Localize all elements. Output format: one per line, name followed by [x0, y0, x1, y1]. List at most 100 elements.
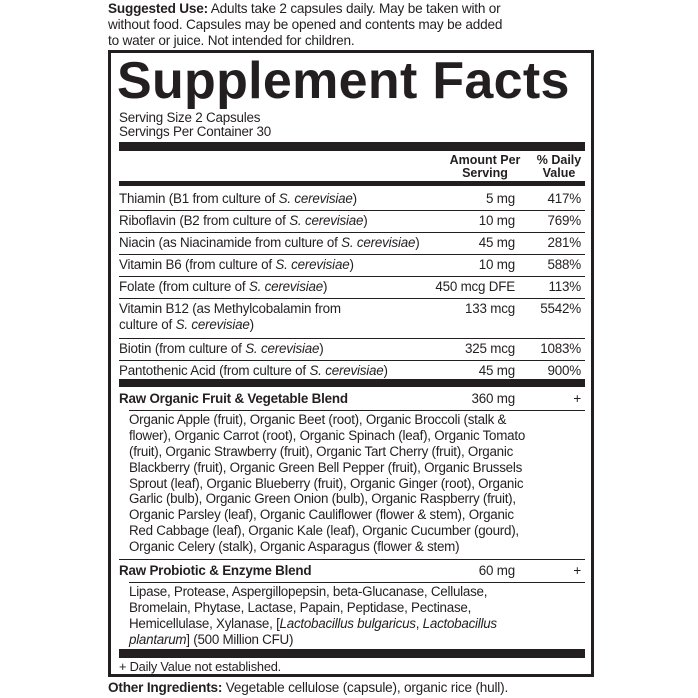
- dv-header-line: % Daily: [536, 153, 582, 167]
- footnote: + Daily Value not established.: [119, 659, 282, 674]
- ingredient-line: (fruit), Organic Strawberry (fruit), Org…: [129, 443, 514, 459]
- nutrient-name: ): [349, 257, 354, 272]
- suggested-use-line: to water or juice. Not intended for chil…: [108, 33, 355, 48]
- nutrient-label: Riboflavin (B2 from culture of S. cerevi…: [119, 213, 368, 229]
- nutrient-amount: 325 mcg: [465, 341, 515, 356]
- divider-thin: [119, 254, 585, 255]
- servings-per-container: Servings Per Container 30: [119, 124, 272, 139]
- ingredient-italic: Lactobacillus: [422, 615, 497, 631]
- blend-amount: 60 mg: [478, 563, 515, 578]
- divider-thick: [119, 649, 585, 658]
- ingredient-text: ] (500 Million CFU): [186, 631, 294, 647]
- nutrient-name: Thiamin (B1 from culture of: [119, 191, 279, 206]
- blend-name: Raw Probiotic & Enzyme Blend: [119, 563, 312, 578]
- nutrient-label: Folate (from culture of S. cerevisiae): [119, 279, 327, 295]
- suggested-use: Suggested Use: Adults take 2 capsules da…: [108, 1, 598, 49]
- nutrient-amount: 5 mg: [486, 191, 515, 206]
- nutrient-amount: 45 mg: [478, 235, 515, 250]
- nutrient-amount: 45 mg: [478, 363, 515, 378]
- dv-header-line: Value: [542, 166, 576, 180]
- nutrient-species: S. cerevisiae: [309, 363, 384, 378]
- divider-thin: [119, 360, 585, 361]
- divider-thin: [129, 582, 585, 583]
- nutrient-label: Vitamin B12 (as Methylcobalamin from cult…: [119, 301, 341, 333]
- nutrient-amount: 10 mg: [478, 213, 515, 228]
- blend-dv: +: [573, 563, 581, 578]
- nutrient-species: S. cerevisiae: [341, 235, 416, 250]
- nutrient-label: Niacin (as Niacinamide from culture of S…: [119, 235, 420, 251]
- nutrient-dv: 113%: [548, 279, 582, 294]
- panel-title: Supplement Facts: [117, 52, 570, 110]
- nutrient-name: Folate (from culture of: [119, 279, 249, 294]
- ingredient-line: Bromelain, Phytase, Lactase, Papain, Pep…: [129, 599, 472, 615]
- nutrient-name: ): [249, 317, 254, 332]
- nutrient-species: S. cerevisiae: [175, 317, 250, 332]
- ingredient-text: Hemicellulase, Xylanase, [: [129, 615, 280, 631]
- ingredient-italic: plantarum: [129, 631, 187, 647]
- amount-header: Amount Per Serving: [445, 154, 525, 180]
- ingredient-line: plantarum] (500 Million CFU): [129, 632, 497, 648]
- divider-thin: [119, 210, 585, 211]
- nutrient-name: Vitamin B6 (from culture of: [119, 257, 276, 272]
- amount-header-line: Serving: [462, 166, 508, 180]
- nutrient-species: S. cerevisiae: [248, 279, 323, 294]
- fruit-veg-ingredients: Organic Apple (fruit), Organic Beet (roo…: [129, 412, 525, 555]
- nutrient-amount: 133 mcg: [465, 301, 515, 316]
- nutrient-label: Pantothenic Acid (from culture of S. cer…: [119, 363, 388, 379]
- divider-thin: [119, 298, 585, 299]
- ingredient-italic: Lactobacillus bulgaricus: [279, 615, 416, 631]
- supplement-facts-panel: Supplement Facts Serving Size 2 Capsules…: [108, 50, 594, 677]
- nutrient-name: ): [383, 363, 388, 378]
- dv-header: % Daily Value: [531, 154, 587, 180]
- nutrient-name: ): [319, 341, 324, 356]
- nutrient-dv: 769%: [547, 213, 582, 228]
- amount-header-line: Amount Per: [449, 153, 521, 167]
- nutrient-label: Vitamin B6 (from culture of S. cerevisia…: [119, 257, 354, 273]
- divider-thin: [119, 276, 585, 277]
- nutrient-name: ): [352, 191, 357, 206]
- other-ingredients-label: Other Ingredients:: [108, 680, 223, 695]
- nutrient-name: Niacin (as Niacinamide from culture of: [119, 235, 342, 250]
- other-ingredients: Other Ingredients: Vegetable cellulose (…: [108, 680, 508, 695]
- blend-name: Raw Organic Fruit & Vegetable Blend: [119, 391, 348, 406]
- nutrient-name: Pantothenic Acid (from culture of: [119, 363, 310, 378]
- serving-size: Serving Size 2 Capsules: [119, 110, 261, 125]
- nutrient-dv: 5542%: [540, 301, 581, 316]
- nutrient-species: S. cerevisiae: [278, 191, 353, 206]
- blend-amount: 360 mg: [471, 391, 516, 406]
- nutrient-name: culture of: [119, 317, 176, 332]
- suggested-use-line: without food. Capsules may be opened and…: [108, 17, 503, 32]
- ingredient-line: Hemicellulase, Xylanase, [Lactobacillus …: [129, 616, 497, 632]
- divider-thin: [119, 559, 585, 560]
- divider-thick: [119, 142, 585, 151]
- serving-info: Serving Size 2 Capsules Servings Per Con…: [119, 111, 271, 139]
- nutrient-name: Riboflavin (B2 from culture of: [119, 213, 290, 228]
- ingredient-line: Lipase, Protease, Aspergillopepsin, beta…: [129, 584, 488, 599]
- ingredient-text: ,: [415, 615, 423, 631]
- nutrient-dv: 900%: [547, 363, 582, 378]
- nutrient-dv: 281%: [547, 235, 582, 250]
- ingredient-line: Organic Parsley (leaf), Organic Cauliflo…: [129, 507, 514, 523]
- nutrient-species: S. cerevisiae: [289, 213, 364, 228]
- nutrient-name: ): [415, 235, 420, 250]
- nutrient-label: Biotin (from culture of S. cerevisiae): [119, 341, 324, 357]
- nutrient-label: Thiamin (B1 from culture of S. cerevisia…: [119, 191, 357, 207]
- ingredient-line: Blackberry (fruit), Organic Green Bell P…: [129, 459, 523, 475]
- nutrient-name: Vitamin B12 (as Methylcobalamin from: [119, 301, 341, 316]
- nutrient-amount: 10 mg: [478, 257, 515, 272]
- probiotic-ingredients: Lipase, Protease, Aspergillopepsin, beta…: [129, 584, 497, 648]
- divider-medium: [119, 181, 585, 186]
- nutrient-name: ): [322, 279, 328, 294]
- divider-thin: [119, 338, 585, 339]
- nutrient-amount: 450 mcg DFE: [435, 279, 515, 294]
- ingredient-line: Sprout (leaf), Organic Blueberry (fruit)…: [129, 475, 524, 491]
- ingredient-line: Garlic (bulb), Organic Green Onion (bulb…: [129, 491, 516, 507]
- nutrient-dv: 1083%: [540, 341, 581, 356]
- nutrient-name: Biotin (from culture of: [119, 341, 246, 356]
- nutrient-dv: 588%: [547, 257, 582, 272]
- suggested-use-line: Adults take 2 capsules daily. May be tak…: [207, 1, 501, 16]
- ingredient-line: Organic Celery (stalk), Organic Asparagu…: [129, 539, 460, 555]
- suggested-use-label: Suggested Use:: [108, 1, 208, 16]
- blend-dv: +: [573, 391, 581, 406]
- nutrient-species: S. cerevisiae: [275, 257, 350, 272]
